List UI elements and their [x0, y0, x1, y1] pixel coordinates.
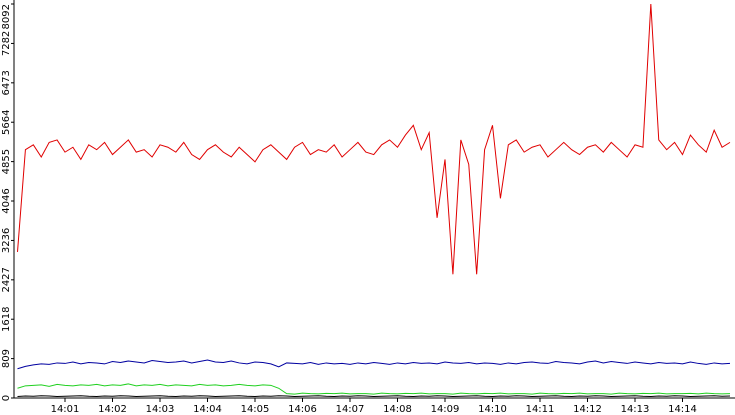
x-tick-label: 14:13: [621, 404, 650, 415]
series-line: [17, 383, 731, 395]
y-tick-label: 0: [1, 395, 12, 401]
y-tick-label: 6473: [1, 70, 12, 95]
y-tick-label: 4855: [1, 149, 12, 174]
series-line: [17, 359, 731, 370]
y-tick-label: 3236: [1, 228, 12, 253]
y-tick-label: 4046: [1, 188, 12, 213]
y-tick-label: 1618: [1, 306, 12, 331]
x-tick-label: 14:05: [241, 404, 270, 415]
y-tick-label: 2427: [1, 267, 12, 292]
x-tick-label: 14:03: [146, 404, 175, 415]
x-tick-label: 14:11: [526, 404, 555, 415]
y-tick-label: 8092: [1, 4, 12, 29]
x-tick-label: 14:14: [668, 404, 697, 415]
x-tick-label: 14:07: [336, 404, 365, 415]
series-line: [17, 395, 731, 398]
x-tick-label: 14:09: [431, 404, 460, 415]
series-line: [17, 3, 731, 275]
x-tick-label: 14:01: [51, 404, 80, 415]
x-tick-label: 14:06: [288, 404, 317, 415]
x-tick-label: 14:02: [98, 404, 127, 415]
x-tick-label: 14:12: [573, 404, 602, 415]
y-tick-label: 7282: [1, 31, 12, 56]
y-tick-label: 5664: [1, 109, 12, 134]
x-tick-label: 14:04: [193, 404, 222, 415]
x-tick-label: 14:10: [478, 404, 507, 415]
y-tick-label: 809: [1, 349, 12, 368]
x-tick-label: 14:08: [383, 404, 412, 415]
